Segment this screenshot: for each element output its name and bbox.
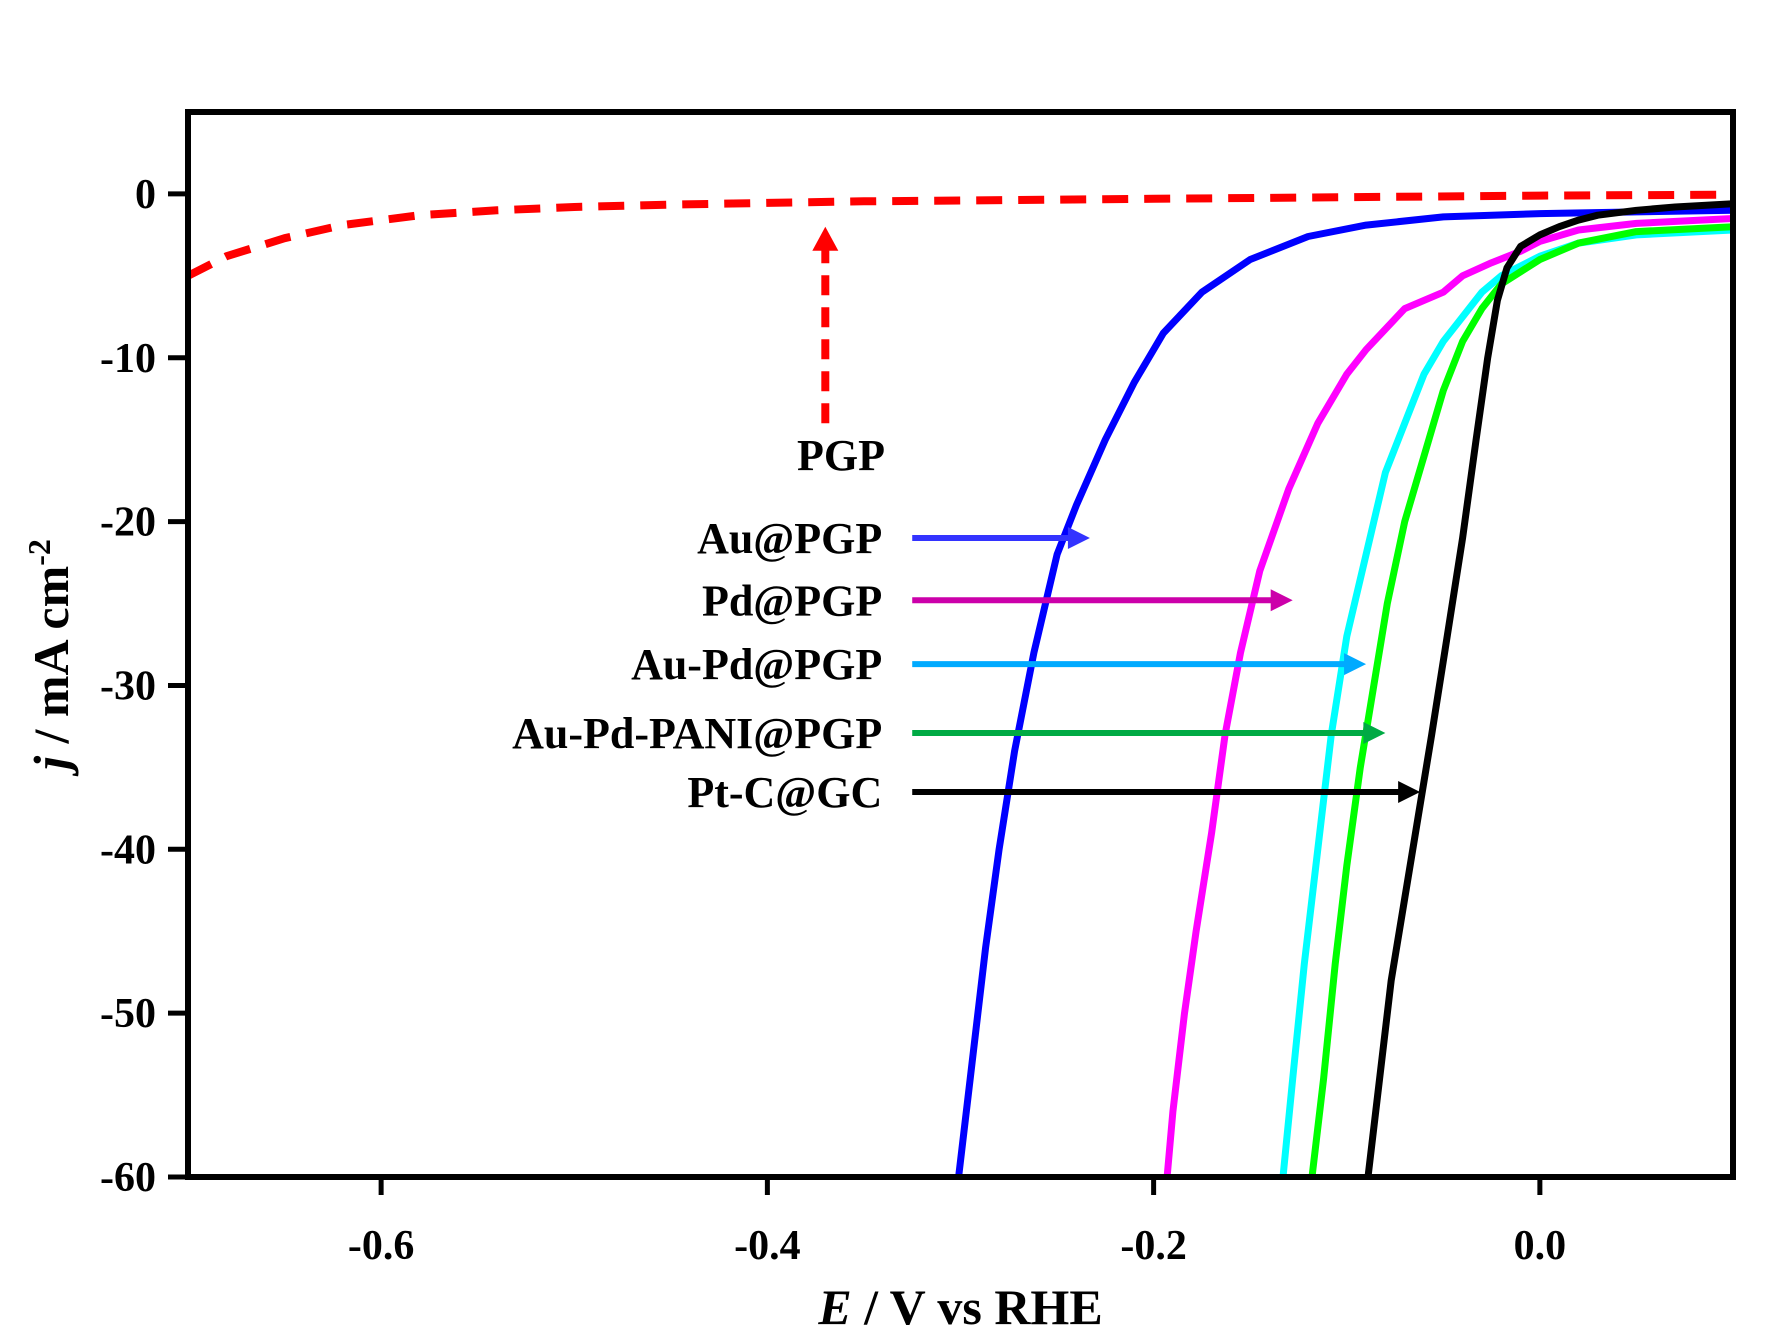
y-axis-title-text: / mA cm [23,566,79,756]
annotation-2: Pd@PGP [702,576,1293,625]
annotation-label: PGP [797,431,885,480]
series-layer [188,190,1733,1177]
y-tick-label: -40 [100,827,156,873]
annotation-3: Au-Pd@PGP [631,640,1367,689]
series-line-2 [1163,215,1733,1177]
annotation-0: PGP [797,226,885,480]
plot-frame [185,109,1736,1180]
y-tick-label: -20 [100,500,156,546]
series-line-5 [1364,200,1733,1177]
x-axis-title-text: / V vs RHE [852,1279,1103,1329]
tick-layer: -0.6 -0.4 -0.2 0.0 0 -10 -20 -30 -40 -50 -60 [100,172,1566,1269]
y-axis-title-symbol: j [23,755,79,777]
x-tick-label: 0.0 [1514,1223,1567,1269]
y-tick-label: -10 [100,336,156,382]
annotation-label: Au@PGP [697,514,882,563]
annotation-4: Au-Pd-PANI@PGP [512,709,1386,758]
annotation-arrow-head [1067,527,1090,549]
x-axis-title-symbol: E [817,1279,851,1329]
y-tick-label: 0 [135,172,156,218]
x-tick-label: -0.2 [1120,1223,1187,1269]
y-tick-label: -30 [100,663,156,709]
y-axis-title-superscript: -2 [21,539,57,566]
annotation-arrow-head [1363,721,1386,744]
x-axis-title: E / V vs RHE [817,1279,1102,1329]
x-tick-label: -0.4 [734,1223,801,1269]
pgp-arrow-head [812,226,839,251]
annotation-1: Au@PGP [697,514,1090,563]
series-line-4 [1308,223,1733,1177]
annotation-label: Au-Pd-PANI@PGP [512,709,882,758]
series-line-1 [955,206,1733,1177]
x-tick-label: -0.6 [348,1223,415,1269]
annotation-arrow-head [1398,780,1421,803]
annotation-5: Pt-C@GC [687,768,1421,817]
series-line-0 [188,190,1733,280]
y-tick-label: -50 [100,991,156,1037]
annotation-layer: PGP Au@PGP Pd@PGP Au-Pd@PGP Au-Pd-PANI@PGP Pt… [512,226,1421,817]
annotation-arrow-head [1344,653,1367,676]
annotation-label: Pd@PGP [702,576,882,625]
annotation-label: Pt-C@GC [687,768,882,817]
annotation-label: Au-Pd@PGP [631,640,882,689]
y-tick-label: -60 [100,1155,156,1201]
annotation-arrow-head [1270,589,1293,612]
y-axis-title: j / mA cm-2 [21,539,79,777]
